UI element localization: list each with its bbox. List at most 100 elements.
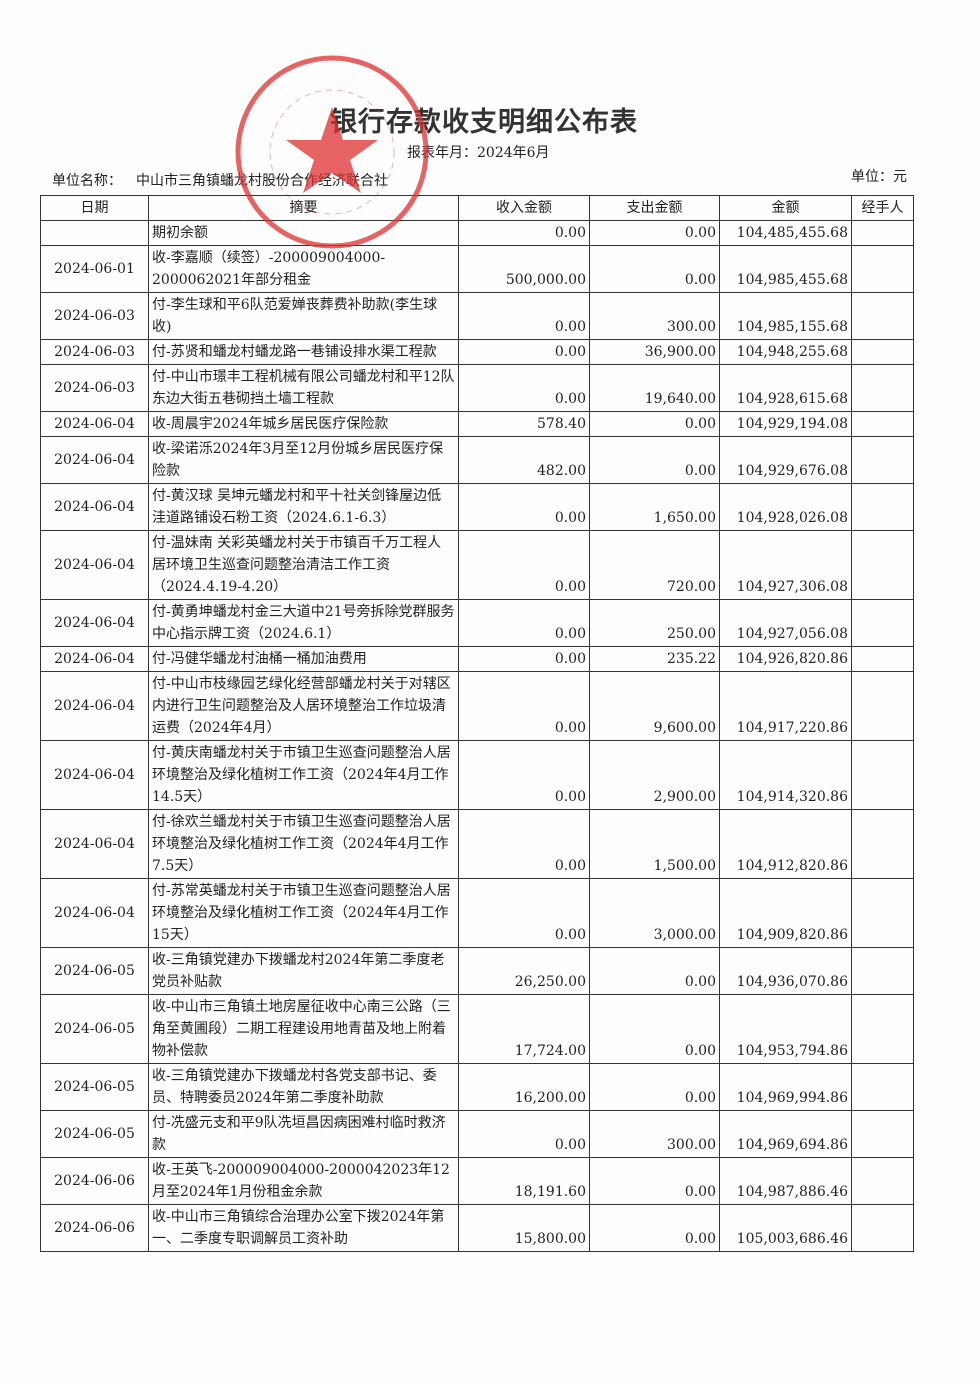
row-handler <box>851 530 914 600</box>
row-expense: 0.00 <box>589 1204 720 1252</box>
row-summary: 收-中山市三角镇土地房屋征收中心南三公路（三角至黄圃段）二期工程建设用地青苗及地… <box>148 994 459 1064</box>
row-expense: 300.00 <box>589 292 720 340</box>
row-handler <box>851 994 914 1064</box>
table-row: 2024-06-04 付-冯健华蟠龙村油桶一桶加油费用 0.00 235.22 104,… <box>40 646 914 672</box>
table-row: 2024-06-04 付-苏常英蟠龙村关于市镇卫生巡查问题整治人居环境整治及绿化植… <box>40 878 914 948</box>
col-balance: 金额 <box>719 195 852 221</box>
table-row: 2024-06-06 收-王英飞-200009004000-2000042023年… <box>40 1157 914 1205</box>
table-row: 2024-06-04 付-温妹南 关彩英蟠龙村关于市镇百千万工程人居环境卫生巡查问… <box>40 530 914 600</box>
currency-unit: 单位：元 <box>851 169 907 185</box>
row-income: 0.00 <box>458 809 590 879</box>
row-expense: 0.00 <box>589 994 720 1064</box>
row-date: 2024-06-04 <box>40 483 149 531</box>
row-expense: 0.00 <box>589 1157 720 1205</box>
row-balance: 104,912,820.86 <box>719 809 852 879</box>
row-income: 482.00 <box>458 436 590 484</box>
page-title: 银行存款收支明细公布表 <box>330 107 638 138</box>
row-income: 0.00 <box>458 220 590 246</box>
table-row: 2024-06-04 付-黄庆南蟠龙村关于市镇卫生巡查问题整治人居环境整治及绿化植… <box>40 740 914 810</box>
row-expense: 0.00 <box>589 411 720 437</box>
row-balance: 104,485,455.68 <box>719 220 852 246</box>
row-balance: 104,948,255.68 <box>719 339 852 365</box>
row-handler <box>851 1204 914 1252</box>
row-expense: 0.00 <box>589 220 720 246</box>
row-date: 2024-06-01 <box>40 245 149 293</box>
row-expense: 9,600.00 <box>589 671 720 741</box>
row-date: 2024-06-04 <box>40 671 149 741</box>
row-date: 2024-06-05 <box>40 1063 149 1111</box>
row-income: 0.00 <box>458 740 590 810</box>
table-row: 2024-06-01 收-李嘉顺（续签）-200009004000-2000062… <box>40 245 914 293</box>
row-handler <box>851 599 914 647</box>
row-expense: 1,650.00 <box>589 483 720 531</box>
table-row: 期初余额 0.00 0.00 104,485,455.68 <box>40 220 914 246</box>
row-expense: 300.00 <box>589 1110 720 1158</box>
row-date: 2024-06-04 <box>40 530 149 600</box>
row-income: 26,250.00 <box>458 947 590 995</box>
row-handler <box>851 671 914 741</box>
row-expense: 235.22 <box>589 646 720 672</box>
col-summary: 摘要 <box>148 195 459 221</box>
row-date: 2024-06-06 <box>40 1204 149 1252</box>
row-summary: 付-冼盛元支和平9队冼垣昌因病困难村临时救济款 <box>148 1110 459 1158</box>
row-expense: 0.00 <box>589 436 720 484</box>
row-handler <box>851 1157 914 1205</box>
row-summary: 付-苏常英蟠龙村关于市镇卫生巡查问题整治人居环境整治及绿化植树工作工资（2024… <box>148 878 459 948</box>
row-income: 17,724.00 <box>458 994 590 1064</box>
row-balance: 104,917,220.86 <box>719 671 852 741</box>
row-handler <box>851 245 914 293</box>
row-expense: 250.00 <box>589 599 720 647</box>
row-summary: 付-苏贤和蟠龙村蟠龙路一巷铺设排水渠工程款 <box>148 339 459 365</box>
row-summary: 付-黄勇坤蟠龙村金三大道中21号旁拆除党群服务中心指示牌工资（2024.6.1） <box>148 599 459 647</box>
row-balance: 104,926,820.86 <box>719 646 852 672</box>
row-income: 0.00 <box>458 1110 590 1158</box>
row-summary: 收-梁诺泺2024年3月至12月份城乡居民医疗保险款 <box>148 436 459 484</box>
row-income: 18,191.60 <box>458 1157 590 1205</box>
table-row: 2024-06-04 收-周晨宇2024年城乡居民医疗保险款 578.40 0.00 1… <box>40 411 914 437</box>
row-date <box>40 220 149 246</box>
ledger-table: 日期 摘要 收入金额 支出金额 金额 经手人 期初余额 0.00 0.00 104,4… <box>40 195 914 1252</box>
row-expense: 19,640.00 <box>589 364 720 412</box>
table-row: 2024-06-03 付-李生球和平6队范爱婵丧葬费补助款(李生球收) 0.00 30… <box>40 292 914 340</box>
unit-name-label: 单位名称： <box>52 173 122 189</box>
col-handler: 经手人 <box>851 195 914 221</box>
row-date: 2024-06-03 <box>40 339 149 365</box>
row-handler <box>851 878 914 948</box>
row-income: 0.00 <box>458 364 590 412</box>
row-date: 2024-06-04 <box>40 646 149 672</box>
row-balance: 104,985,455.68 <box>719 245 852 293</box>
row-handler <box>851 220 914 246</box>
row-expense: 3,000.00 <box>589 878 720 948</box>
table-row: 2024-06-04 付-黄勇坤蟠龙村金三大道中21号旁拆除党群服务中心指示牌工资… <box>40 599 914 647</box>
row-income: 0.00 <box>458 671 590 741</box>
row-handler <box>851 483 914 531</box>
row-date: 2024-06-04 <box>40 599 149 647</box>
row-expense: 0.00 <box>589 947 720 995</box>
row-summary: 付-黄汉球 吴坤元蟠龙村和平十社关剑锋屋边低洼道路铺设石粉工资（2024.6.1… <box>148 483 459 531</box>
table-row: 2024-06-05 付-冼盛元支和平9队冼垣昌因病困难村临时救济款 0.00 300… <box>40 1110 914 1158</box>
row-date: 2024-06-04 <box>40 878 149 948</box>
unit-name: 单位名称： 中山市三角镇蟠龙村股份合作经济联合社 <box>52 170 402 190</box>
col-date: 日期 <box>40 195 149 221</box>
row-income: 0.00 <box>458 599 590 647</box>
row-date: 2024-06-03 <box>40 364 149 412</box>
table-row: 2024-06-04 付-黄汉球 吴坤元蟠龙村和平十社关剑锋屋边低洼道路铺设石粉工… <box>40 483 914 531</box>
row-balance: 104,927,306.08 <box>719 530 852 600</box>
row-income: 16,200.00 <box>458 1063 590 1111</box>
row-balance: 104,928,615.68 <box>719 364 852 412</box>
row-handler <box>851 436 914 484</box>
row-handler <box>851 1063 914 1111</box>
table-row: 2024-06-04 付-中山市枝缘园艺绿化经营部蟠龙村关于对辖区内进行卫生问题整… <box>40 671 914 741</box>
row-summary: 付-中山市枝缘园艺绿化经营部蟠龙村关于对辖区内进行卫生问题整治及人居环境整治工作… <box>148 671 459 741</box>
row-handler <box>851 740 914 810</box>
row-summary: 付-黄庆南蟠龙村关于市镇卫生巡查问题整治人居环境整治及绿化植树工作工资（2024… <box>148 740 459 810</box>
row-summary: 付-中山市璟丰工程机械有限公司蟠龙村和平12队东边大街五巷砌挡土墙工程款 <box>148 364 459 412</box>
row-date: 2024-06-05 <box>40 1110 149 1158</box>
row-income: 0.00 <box>458 483 590 531</box>
row-date: 2024-06-04 <box>40 436 149 484</box>
row-income: 578.40 <box>458 411 590 437</box>
row-income: 500,000.00 <box>458 245 590 293</box>
table-row: 2024-06-05 收-三角镇党建办下拨蟠龙村2024年第二季度老党员补贴款 26… <box>40 947 914 995</box>
row-date: 2024-06-06 <box>40 1157 149 1205</box>
